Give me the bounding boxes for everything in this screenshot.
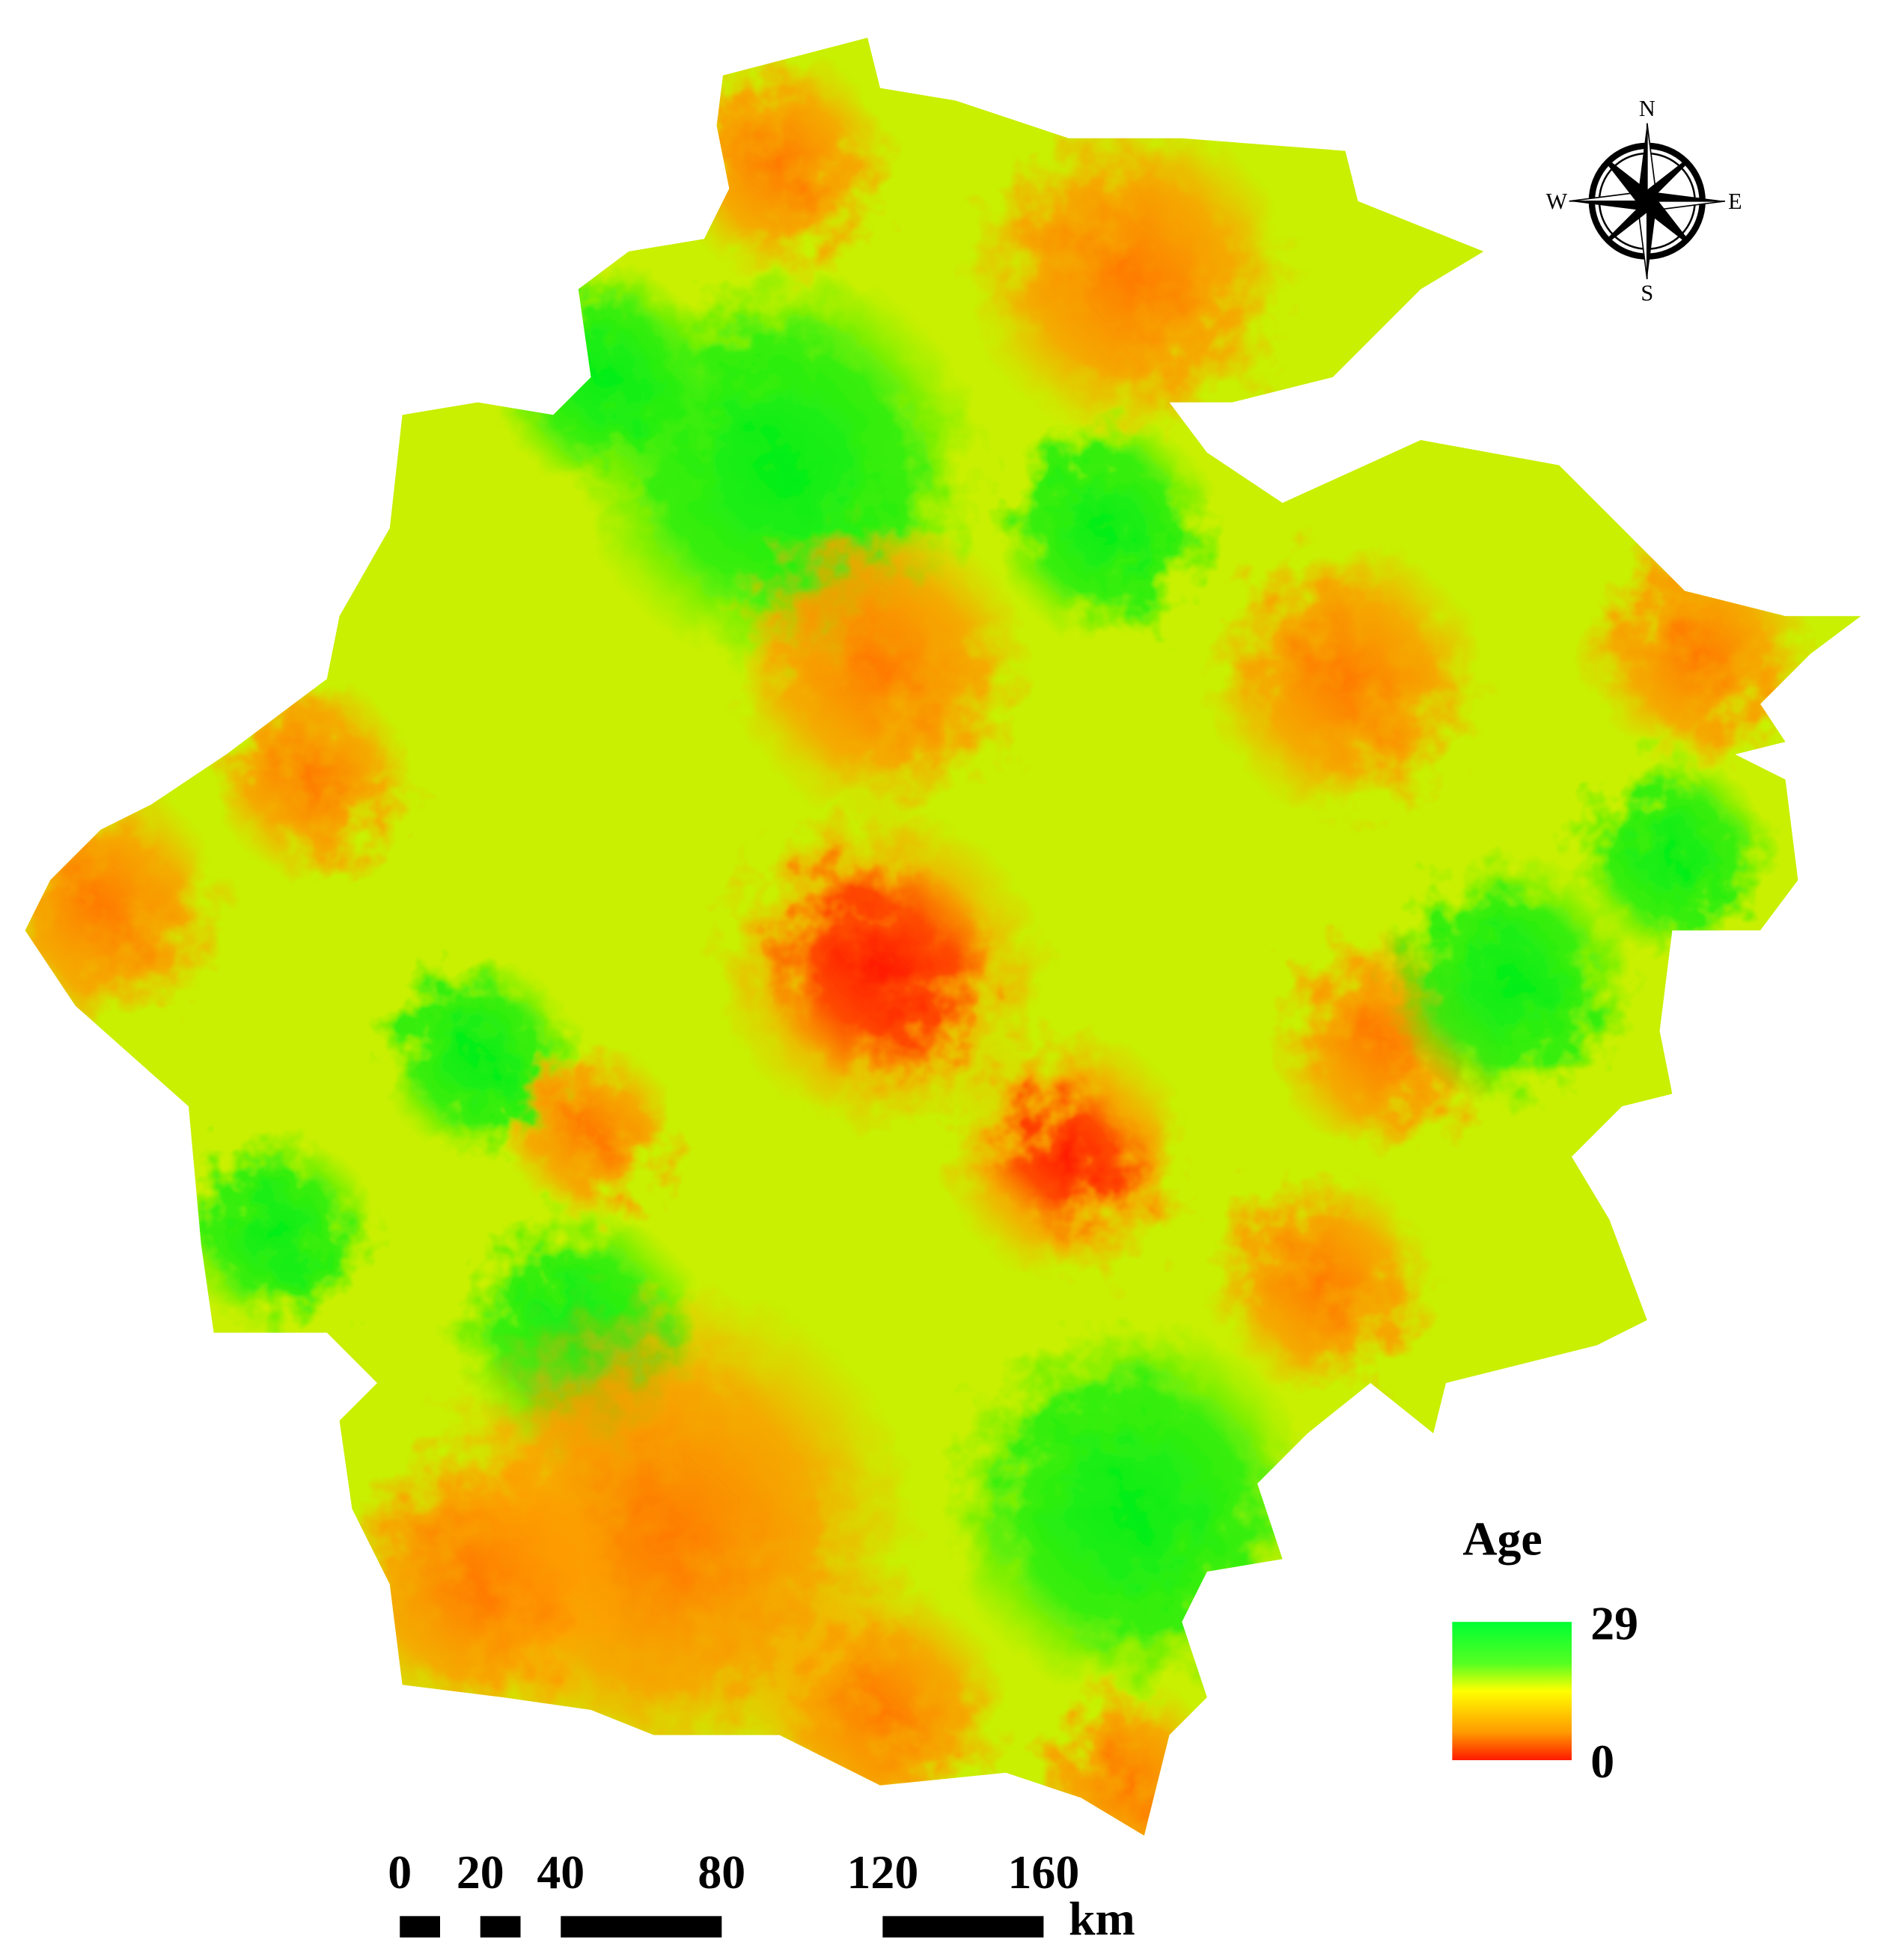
- compass-south: S: [1641, 281, 1653, 306]
- scale-tick-label: 20: [457, 1845, 504, 1899]
- scale-tick-label: 120: [846, 1845, 918, 1899]
- compass-east: E: [1728, 189, 1742, 214]
- scale-bar: km 0 20 40 80 120 160: [388, 1845, 1135, 1945]
- legend-title: Age: [1462, 1512, 1542, 1566]
- legend-color-ramp: [1452, 1622, 1572, 1760]
- scale-unit: km: [1069, 1892, 1135, 1945]
- compass-west: W: [1546, 189, 1568, 214]
- scale-tick-label: 40: [537, 1845, 585, 1899]
- legend-min: 0: [1590, 1735, 1614, 1788]
- scale-tick-label: 160: [1008, 1845, 1080, 1899]
- compass-rose: N S W E: [1546, 96, 1742, 306]
- scale-segment: [882, 1916, 1044, 1938]
- scale-tick-label: 80: [698, 1845, 745, 1899]
- compass-north: N: [1639, 96, 1655, 121]
- scale-segment: [480, 1916, 521, 1938]
- scale-tick-label: 0: [388, 1845, 412, 1899]
- scale-segment: [400, 1916, 440, 1938]
- scale-segment: [561, 1916, 722, 1938]
- legend-max: 29: [1590, 1596, 1638, 1649]
